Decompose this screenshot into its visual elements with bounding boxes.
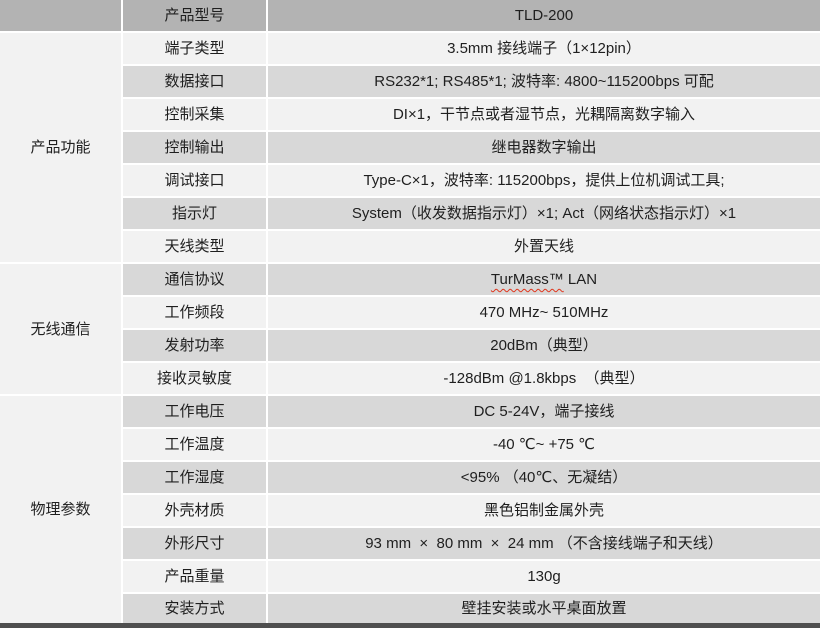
spec-row-value: <95% （40℃、无凝结）	[268, 462, 820, 495]
spec-row-value: 20dBm（典型）	[268, 330, 820, 363]
spec-row-label: 接收灵敏度	[123, 363, 268, 396]
spec-row-label: 端子类型	[123, 33, 268, 66]
spec-row-value: DI×1，干节点或者湿节点，光耦隔离数字输入	[268, 99, 820, 132]
spec-row-label: 产品重量	[123, 561, 268, 594]
spec-row-label: 工作电压	[123, 396, 268, 429]
spec-row-label: 发射功率	[123, 330, 268, 363]
spec-row-value: Type-C×1，波特率: 115200bps，提供上位机调试工具;	[268, 165, 820, 198]
spec-row-label: 控制输出	[123, 132, 268, 165]
group-cell-1: 产品功能	[0, 33, 123, 264]
spec-row-label: 调试接口	[123, 165, 268, 198]
spec-row-value: 130g	[268, 561, 820, 594]
header-value: TLD-200	[268, 0, 820, 33]
header-param-label: 产品型号	[123, 0, 268, 33]
spec-row-label: 安装方式	[123, 594, 268, 623]
spec-row-label: 工作温度	[123, 429, 268, 462]
spec-row-value: 黑色铝制金属外壳	[268, 495, 820, 528]
header-group-cell	[0, 0, 123, 33]
spec-row-label: 通信协议	[123, 264, 268, 297]
spec-row-label: 控制采集	[123, 99, 268, 132]
spec-row-value: 93 mm × 80 mm × 24 mm （不含接线端子和天线）	[268, 528, 820, 561]
spec-row-value: 470 MHz~ 510MHz	[268, 297, 820, 330]
spec-row-label: 工作频段	[123, 297, 268, 330]
spec-row-label: 数据接口	[123, 66, 268, 99]
spec-row-label: 外壳材质	[123, 495, 268, 528]
spec-row-value: 继电器数字输出	[268, 132, 820, 165]
spec-row-label: 指示灯	[123, 198, 268, 231]
bottom-edge-bar	[0, 623, 820, 628]
spec-row-value: 3.5mm 接线端子（1×12pin）	[268, 33, 820, 66]
group-cell-3: 物理参数	[0, 396, 123, 623]
spec-row-label: 天线类型	[123, 231, 268, 264]
spec-row-value: -40 ℃~ +75 ℃	[268, 429, 820, 462]
group-cell-2: 无线通信	[0, 264, 123, 396]
spec-row-value: System（收发数据指示灯）×1; Act（网络状态指示灯）×1	[268, 198, 820, 231]
spec-row-value: 壁挂安装或水平桌面放置	[268, 594, 820, 623]
spec-row-label: 工作湿度	[123, 462, 268, 495]
spec-row-value: DC 5-24V，端子接线	[268, 396, 820, 429]
spec-row-value: RS232*1; RS485*1; 波特率: 4800~115200bps 可配	[268, 66, 820, 99]
spec-row-value: -128dBm @1.8kbps （典型）	[268, 363, 820, 396]
spellcheck-underlined-text: TurMass™	[490, 271, 564, 288]
spec-row-value: TurMass™ LAN	[268, 264, 820, 297]
spec-row-value: 外置天线	[268, 231, 820, 264]
spec-row-label: 外形尺寸	[123, 528, 268, 561]
